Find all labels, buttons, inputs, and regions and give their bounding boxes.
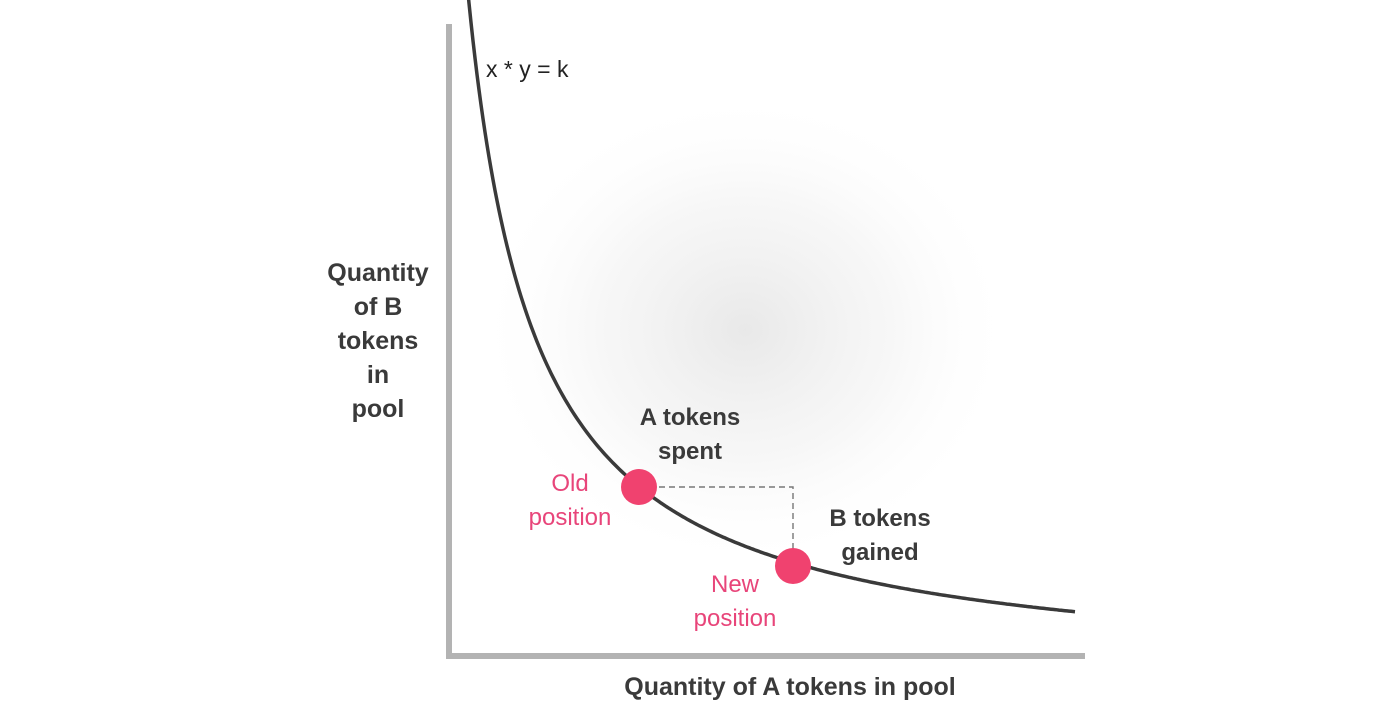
curve-xy-equals-k (466, 0, 1076, 614)
old-position-label: Old position (528, 470, 612, 531)
x-axis-label: Quantity of A tokens in pool (624, 673, 956, 701)
y-axis-label: Quantity of B tokens in pool (327, 259, 429, 423)
trade-dashed-guide (639, 486, 794, 566)
a-tokens-spent-label: A tokens spent (639, 404, 741, 465)
new-position-point (775, 548, 811, 584)
b-tokens-gained-label: B tokens gained (829, 505, 931, 566)
formula-label: x * y = k (486, 56, 569, 82)
new-position-label: New position (693, 571, 777, 632)
axes (446, 24, 1085, 659)
old-position-point (621, 469, 657, 505)
background-glow (475, 90, 1015, 570)
